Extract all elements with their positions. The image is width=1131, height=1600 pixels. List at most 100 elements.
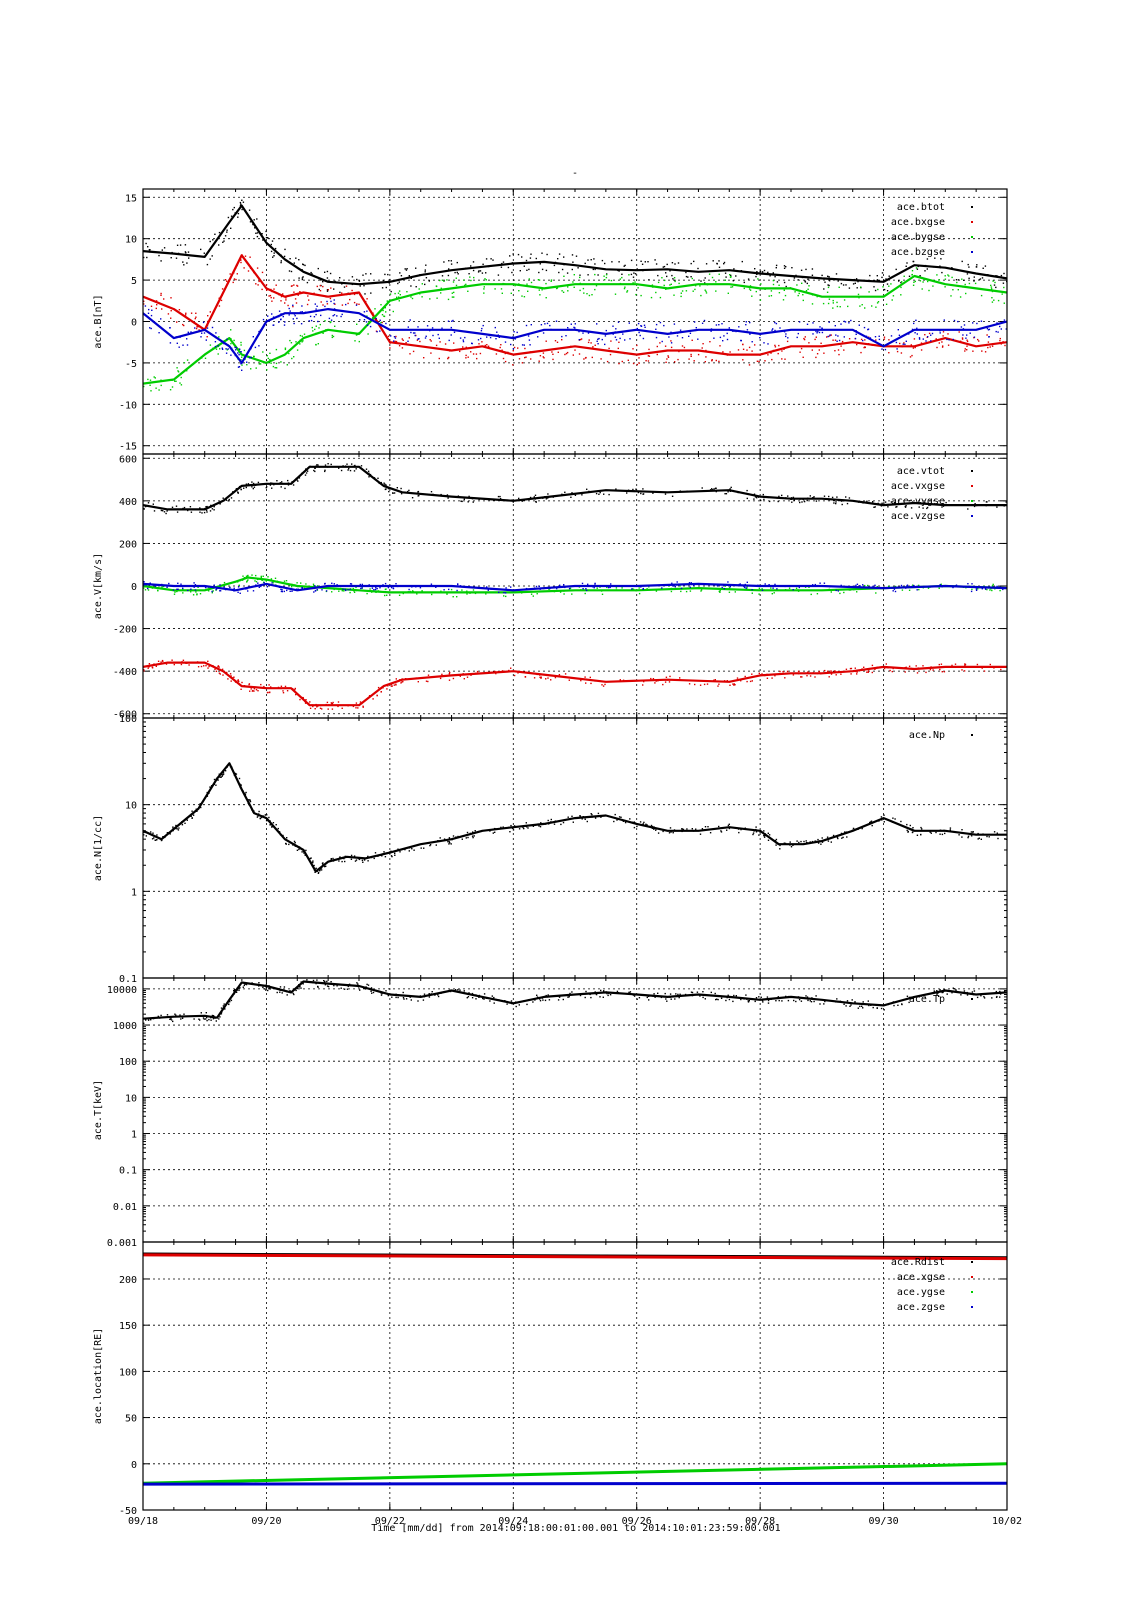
data-point bbox=[260, 585, 262, 588]
data-point bbox=[459, 675, 461, 677]
data-point bbox=[201, 357, 203, 359]
data-point bbox=[388, 591, 390, 593]
data-point bbox=[383, 851, 385, 853]
data-point bbox=[351, 463, 353, 465]
data-point bbox=[757, 584, 759, 586]
data-point bbox=[272, 822, 275, 824]
data-point bbox=[326, 289, 329, 291]
data-point bbox=[619, 679, 621, 681]
data-point bbox=[143, 581, 145, 583]
data-point bbox=[282, 293, 284, 295]
data-point bbox=[584, 592, 586, 595]
data-point bbox=[699, 833, 702, 835]
data-point bbox=[432, 493, 434, 496]
data-point bbox=[629, 991, 632, 993]
data-point bbox=[893, 588, 896, 590]
data-point bbox=[500, 283, 502, 285]
data-point bbox=[265, 487, 267, 489]
data-point bbox=[239, 783, 241, 785]
data-point bbox=[289, 258, 291, 260]
data-point bbox=[247, 483, 250, 485]
data-point bbox=[605, 991, 607, 993]
data-point bbox=[679, 585, 681, 587]
data-point bbox=[280, 588, 282, 590]
data-point bbox=[143, 385, 145, 388]
data-point bbox=[483, 993, 486, 995]
data-point bbox=[341, 304, 344, 306]
data-point bbox=[240, 341, 242, 344]
data-point bbox=[871, 671, 873, 674]
data-point bbox=[519, 270, 521, 272]
data-point bbox=[430, 491, 433, 493]
data-point bbox=[739, 583, 741, 585]
data-point bbox=[772, 283, 775, 286]
data-point bbox=[738, 583, 740, 586]
data-point bbox=[905, 265, 907, 267]
data-point bbox=[841, 837, 843, 839]
data-point bbox=[372, 316, 374, 319]
data-point bbox=[210, 785, 213, 787]
data-point bbox=[316, 305, 318, 307]
data-point bbox=[827, 284, 829, 286]
data-point bbox=[243, 685, 246, 687]
data-point bbox=[213, 509, 215, 511]
y-axis-label: ace.N[1/cc] bbox=[93, 815, 104, 881]
data-point bbox=[240, 203, 242, 205]
data-point bbox=[240, 784, 242, 786]
data-point bbox=[761, 589, 764, 591]
data-point bbox=[981, 277, 984, 279]
data-point bbox=[647, 995, 650, 997]
data-point bbox=[999, 325, 1001, 328]
data-point bbox=[223, 1003, 225, 1005]
data-point bbox=[233, 990, 236, 993]
data-point bbox=[942, 335, 944, 337]
data-point bbox=[494, 326, 496, 329]
data-point bbox=[521, 592, 523, 594]
data-point bbox=[704, 826, 707, 828]
data-point bbox=[793, 499, 795, 501]
data-point bbox=[889, 1003, 892, 1005]
data-point bbox=[199, 507, 201, 509]
data-point bbox=[312, 705, 314, 708]
data-point bbox=[302, 276, 304, 278]
data-point bbox=[770, 587, 772, 589]
data-point bbox=[876, 275, 878, 277]
data-point bbox=[880, 816, 883, 818]
data-point bbox=[260, 576, 262, 578]
data-point bbox=[944, 275, 946, 277]
data-point bbox=[205, 665, 207, 667]
data-point bbox=[627, 489, 630, 491]
data-point bbox=[463, 990, 465, 992]
data-point bbox=[818, 331, 821, 334]
data-point bbox=[312, 583, 315, 585]
data-point bbox=[280, 254, 282, 256]
data-point bbox=[371, 992, 373, 994]
data-point bbox=[643, 821, 645, 824]
data-point bbox=[382, 584, 384, 586]
data-point bbox=[529, 257, 532, 259]
data-point bbox=[219, 584, 221, 586]
data-point bbox=[796, 336, 798, 339]
data-point bbox=[265, 819, 268, 822]
data-point bbox=[536, 593, 538, 595]
data-point bbox=[300, 987, 302, 989]
data-point bbox=[263, 685, 265, 688]
data-point bbox=[206, 505, 208, 508]
data-point bbox=[373, 314, 375, 317]
data-point bbox=[409, 590, 411, 593]
data-point bbox=[448, 268, 450, 270]
data-point bbox=[143, 669, 145, 671]
data-point bbox=[171, 379, 173, 381]
data-point bbox=[304, 264, 306, 267]
data-point bbox=[861, 304, 863, 306]
data-point bbox=[215, 332, 217, 334]
data-point bbox=[190, 591, 192, 593]
data-point bbox=[280, 361, 282, 363]
data-point bbox=[840, 345, 842, 347]
data-point bbox=[674, 279, 676, 282]
data-point bbox=[339, 291, 341, 294]
data-point bbox=[428, 996, 431, 998]
data-point bbox=[763, 589, 765, 591]
data-point bbox=[558, 253, 561, 255]
data-point bbox=[743, 998, 745, 1000]
